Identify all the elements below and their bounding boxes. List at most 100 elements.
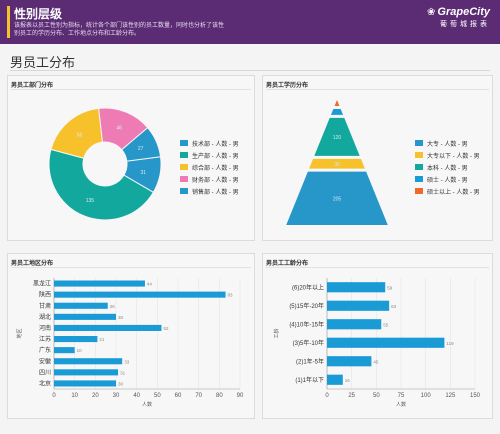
x-tick-label: 50 (373, 393, 380, 399)
x-tick-label: 150 (470, 393, 481, 399)
legend-label: 销售部 - 人数 - 男 (192, 189, 239, 196)
bar (54, 380, 116, 387)
y-tick-label: 江苏 (39, 335, 51, 343)
legend-swatch (415, 188, 423, 194)
y-tick-label: 黑龙江 (33, 280, 51, 288)
bar (54, 291, 226, 298)
panel-title: 男员工工龄分布 (266, 261, 309, 267)
pyramid-band (334, 100, 340, 106)
x-tick-label: 40 (133, 393, 140, 399)
legend-label: 财务部 - 人数 - 男 (192, 177, 239, 184)
x-tick-label: 90 (237, 393, 244, 399)
slice-value-label: 27 (138, 146, 144, 152)
legend-item: 大专 - 人数 - 男 (415, 137, 480, 149)
legend-label: 硕士 - 人数 - 男 (427, 177, 468, 184)
slice-value-label: 56 (77, 132, 83, 138)
legend-swatch (180, 140, 188, 146)
dept-donut-chart: 31 135 56 46 27 (48, 107, 162, 221)
bar-value-label: 44 (147, 282, 153, 287)
legend-item: 硕士 - 人数 - 男 (415, 173, 480, 185)
brand-logo: ❀ GrapeCity 葡萄城报表 (427, 6, 490, 29)
bar-value-label: 83 (228, 293, 234, 298)
legend-item: 技术部 - 人数 - 男 (180, 137, 239, 149)
panel-title: 男员工学历分布 (266, 83, 309, 89)
x-tick-label: 50 (154, 393, 161, 399)
edu-pyramid-chart: 120 30 205 (286, 100, 388, 225)
pyramid-band (286, 171, 388, 225)
region-bar-chart: 0 10 20 30 40 50 60 70 80 90 黑龙江 44 陕西 83 甘肃 26 湖北 30 河南 52… (16, 278, 244, 408)
brand-subtitle: 葡萄城报表 (440, 21, 490, 28)
bar (54, 369, 119, 376)
x-tick-label: 100 (421, 393, 432, 399)
x-tick-label: 25 (348, 393, 355, 399)
bar (327, 374, 343, 385)
accent-bar (7, 6, 10, 38)
bar (54, 313, 116, 320)
bar-value-label: 52 (163, 326, 169, 331)
bar (54, 324, 162, 332)
legend-swatch (415, 176, 423, 182)
bar-value-label: 30 (118, 381, 124, 386)
bar-value-label: 30 (118, 315, 124, 320)
slice-value-label: 46 (117, 126, 123, 132)
y-tick-label: 北京 (39, 379, 51, 387)
bar (327, 356, 372, 367)
y-tick-label: (4)10年-15年 (289, 320, 324, 328)
y-tick-label: (5)15年-20年 (289, 302, 324, 310)
x-tick-label: 75 (398, 393, 405, 399)
x-axis-title: 人数 (142, 401, 152, 408)
grape-logo-icon: ❀ (427, 7, 436, 18)
bar (327, 300, 390, 311)
edu-legend: 大专 - 人数 - 男大专以下 - 人数 - 男本科 - 人数 - 男硕士 - … (415, 137, 480, 197)
slice-value-label: 31 (140, 170, 146, 176)
bar-value-label: 21 (99, 337, 105, 342)
bar-value-label: 33 (124, 359, 130, 364)
bar (54, 335, 98, 343)
dept-legend: 技术部 - 人数 - 男生产部 - 人数 - 男综合部 - 人数 - 男财务部 … (180, 137, 239, 197)
y-tick-label: (1)1年以下 (295, 376, 324, 384)
pyramid-band (309, 158, 365, 169)
pyramid-band (330, 108, 344, 115)
y-tick-label: 湖北 (39, 313, 51, 321)
slice-value-label: 135 (86, 198, 95, 204)
x-tick-label: 0 (52, 393, 56, 399)
legend-item: 本科 - 人数 - 男 (415, 161, 480, 173)
y-tick-label: (6)20年以上 (292, 283, 324, 291)
report-title: 性别层级 (14, 7, 63, 21)
tenure-bar-chart: 0 25 50 75 100 125 150 (6)20年以上 59 (5)15年-20年 63 (4… (273, 278, 481, 408)
x-tick-label: 20 (92, 393, 99, 399)
band-value-label: 205 (333, 196, 342, 202)
dept-chart-panel: 男员工部门分布 31 135 56 46 27 技术部 - 人数 - 男生产部 - 人数… (7, 75, 255, 241)
title-divider (10, 70, 490, 71)
x-tick-label: 70 (195, 393, 202, 399)
y-tick-label: 安徽 (39, 357, 51, 365)
y-tick-label: 河南 (39, 324, 51, 332)
region-chart-panel: 男员工地区分布 0 10 20 30 40 50 60 70 80 90 黑龙江 44 陕西 83 甘肃 26… (7, 253, 255, 419)
bar-value-label: 31 (120, 370, 126, 375)
legend-label: 本科 - 人数 - 男 (427, 165, 468, 172)
x-tick-label: 60 (175, 393, 182, 399)
band-value-label: 30 (334, 162, 340, 168)
legend-label: 大专以下 - 人数 - 男 (427, 153, 480, 160)
legend-swatch (180, 176, 188, 182)
legend-swatch (415, 164, 423, 170)
legend-label: 技术部 - 人数 - 男 (192, 141, 239, 148)
legend-item: 大专以下 - 人数 - 男 (415, 149, 480, 161)
y-tick-label: 陕西 (39, 291, 51, 299)
y-tick-label: 甘肃 (39, 302, 51, 310)
legend-item: 生产部 - 人数 - 男 (180, 149, 239, 161)
x-tick-label: 80 (216, 393, 223, 399)
y-axis-title: 工龄 (273, 328, 280, 338)
y-axis-title: 地区 (16, 328, 23, 338)
band-value-label: 120 (333, 135, 342, 141)
header-banner: 性别层级 该报表以员工性别为指标，统计各个部门该性别的员工数量，同时也分析了该性… (0, 0, 500, 44)
bar-value-label: 45 (373, 359, 379, 364)
report-description: 该报表以员工性别为指标，统计各个部门该性别的员工数量，同时也分析了该性别员工的学… (14, 23, 225, 37)
legend-label: 生产部 - 人数 - 男 (192, 153, 239, 160)
bar (54, 302, 108, 309)
bar-value-label: 63 (391, 304, 397, 309)
x-tick-label: 30 (113, 393, 120, 399)
legend-label: 大专 - 人数 - 男 (427, 141, 468, 148)
y-tick-label: 广东 (39, 346, 51, 354)
pyramid-band (314, 117, 360, 156)
